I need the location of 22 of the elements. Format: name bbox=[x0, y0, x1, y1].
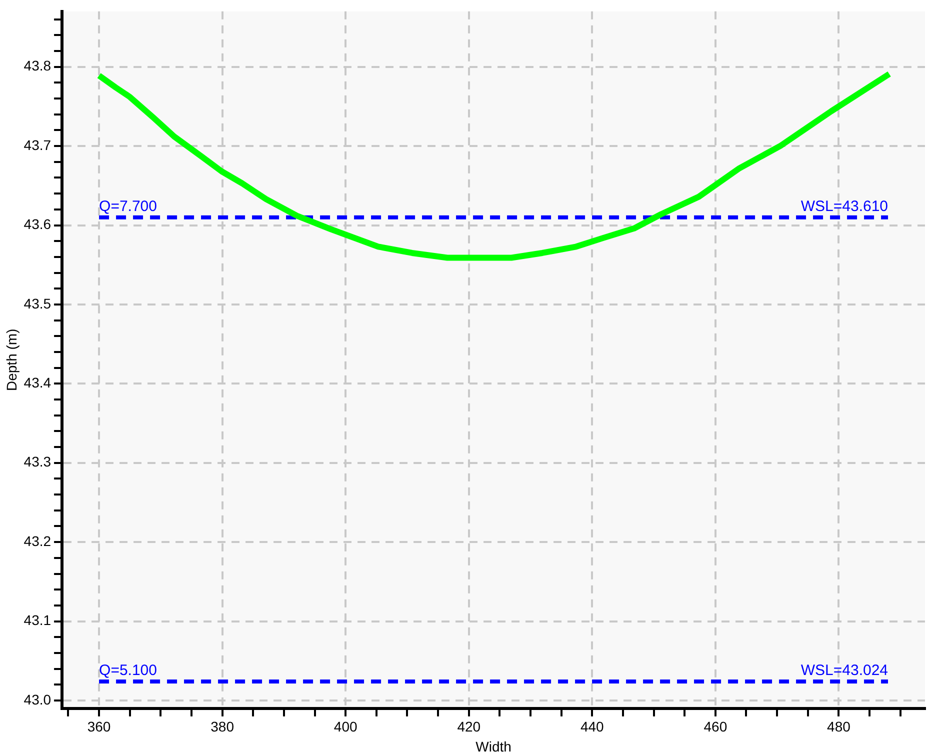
y-tick-label: 43.4 bbox=[24, 374, 52, 391]
x-tick-label: 400 bbox=[334, 718, 358, 735]
y-tick-label: 43.7 bbox=[24, 136, 52, 153]
y-tick-label: 43.1 bbox=[24, 612, 52, 628]
x-axis-title: Width bbox=[476, 738, 512, 754]
y-tick-label: 43.0 bbox=[24, 691, 52, 708]
x-tick-label: 460 bbox=[704, 718, 728, 735]
y-tick-label: 43.6 bbox=[24, 216, 52, 232]
x-tick-label: 380 bbox=[210, 718, 234, 735]
annotation: WSL=43.024 bbox=[800, 662, 888, 680]
x-tick-label: 440 bbox=[580, 718, 604, 735]
annotation: Q=5.100 bbox=[99, 662, 157, 680]
x-tick-label: 480 bbox=[827, 718, 851, 735]
y-axis-title: Depth (m) bbox=[3, 328, 20, 392]
y-tick-label: 43.2 bbox=[24, 532, 52, 549]
annotation: WSL=43.610 bbox=[800, 198, 888, 216]
y-tick-label: 43.5 bbox=[24, 295, 52, 312]
x-tick-label: 420 bbox=[457, 718, 481, 735]
x-tick-label: 360 bbox=[87, 718, 111, 735]
y-tick-label: 43.8 bbox=[24, 58, 52, 74]
y-tick-label: 43.3 bbox=[24, 454, 52, 470]
annotation: Q=7.700 bbox=[99, 198, 157, 216]
